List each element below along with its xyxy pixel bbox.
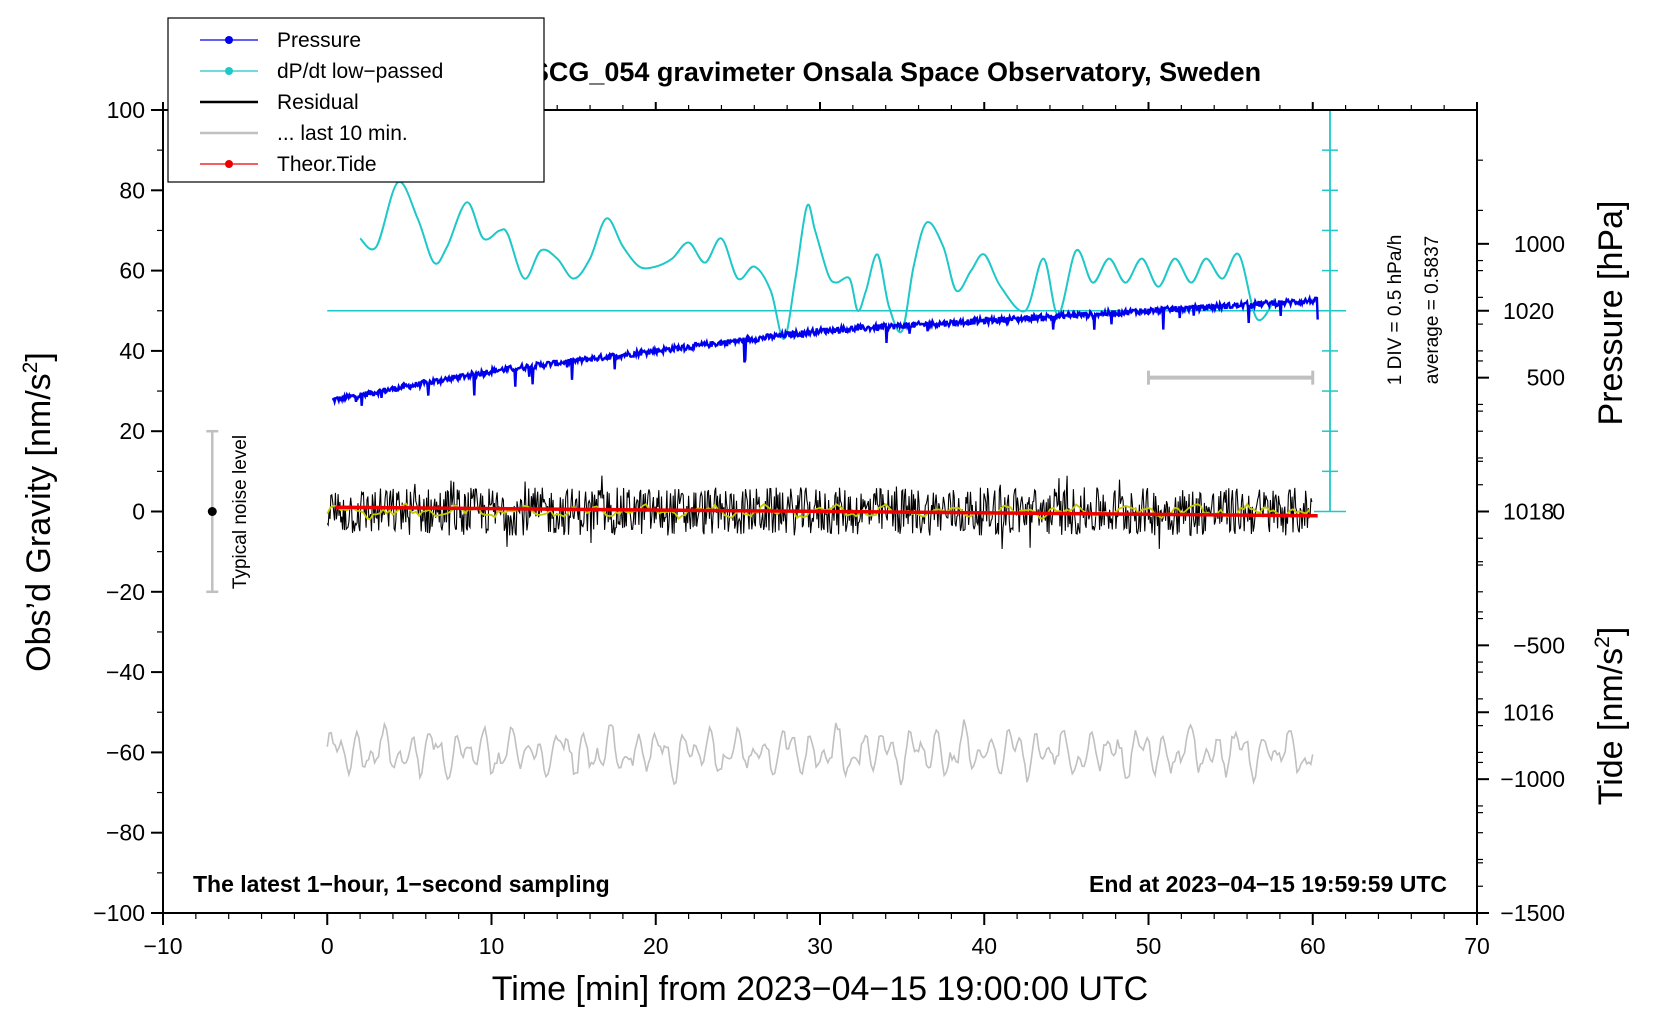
bottom-right-note: End at 2023−04−15 19:59:59 UTC	[1089, 871, 1447, 897]
axes-layer: −10 0 10 20 30 40 50 60 70100806040200−20−40−60−…	[93, 97, 1565, 959]
residual-smoothed-line	[326, 502, 1311, 521]
tide-tick-label: −1500	[1500, 900, 1565, 926]
x-tick-label: 40	[971, 933, 997, 959]
y-tick-label: 0	[132, 499, 145, 525]
tide-tick-label: 0	[1552, 499, 1565, 525]
tide-axis-title-main: Tide [nm/s	[1592, 648, 1630, 805]
y-axis-title-close: ]	[20, 352, 58, 361]
y-tick-label: 40	[119, 338, 145, 364]
y-tick-label: 80	[119, 177, 145, 203]
x-tick-label: −10	[143, 933, 182, 959]
x-axis-title: Time [min] from 2023−04−15 19:00:00 UTC	[492, 970, 1148, 1008]
chart-title: SCG_054 gravimeter Onsala Space Observat…	[531, 57, 1261, 87]
y-tick-label: −40	[106, 659, 145, 685]
x-tick-label: 60	[1300, 933, 1326, 959]
legend-label: Residual	[277, 91, 359, 114]
dpdt-line	[359, 180, 1276, 340]
legend-items: Pressure dP/dt low−passed Residual ... last…	[200, 29, 443, 176]
y-tick-label: −100	[93, 900, 145, 926]
y-tick-label: 60	[119, 258, 145, 284]
noise-label: Typical noise level	[230, 435, 251, 589]
tide-tick-label: 500	[1527, 365, 1565, 391]
tide-axis-title-close: ]	[1592, 627, 1630, 636]
x-tick-label: 50	[1136, 933, 1162, 959]
tide-line	[335, 505, 1318, 518]
y-axis-title: Obs’d Gravity [nm/s2]	[19, 352, 58, 672]
divider-scale-label: 1 DIV = 0.5 hPa/h	[1385, 235, 1406, 386]
y-tick-label: −60	[106, 739, 145, 765]
x-tick-label: 20	[643, 933, 669, 959]
x-tick-label: 70	[1464, 933, 1490, 959]
pressure-tick-label: 1018	[1503, 499, 1554, 525]
pressure-axis-title: Pressure [hPa]	[1592, 201, 1630, 426]
last-10-min-line	[326, 719, 1314, 786]
tide-tick-label: −500	[1513, 632, 1565, 658]
legend-marker	[225, 160, 233, 168]
x-tick-label: 0	[321, 933, 334, 959]
pressure-line	[332, 294, 1319, 407]
pressure-tick-label: 1016	[1503, 699, 1554, 725]
legend-label: ... last 10 min.	[277, 122, 408, 145]
legend-marker	[225, 67, 233, 75]
tide-axis-title: Tide [nm/s2]	[1591, 627, 1630, 806]
y-tick-label: −80	[106, 820, 145, 846]
legend-marker	[225, 36, 233, 44]
y-tick-label: 20	[119, 418, 145, 444]
tide-axis-title-sup: 2	[1591, 636, 1614, 648]
bottom-left-note: The latest 1−hour, 1−second sampling	[193, 871, 610, 897]
y-axis-title-main: Obs’d Gravity [nm/s	[20, 373, 58, 672]
legend-label: Theor.Tide	[277, 153, 377, 176]
legend-label: dP/dt low−passed	[277, 60, 443, 83]
legend-label: Pressure	[277, 29, 361, 52]
y-axis-title-sup: 2	[19, 362, 42, 374]
residual-line	[326, 475, 1313, 550]
x-tick-label: 10	[479, 933, 505, 959]
tide-tick-label: 1000	[1514, 231, 1565, 257]
series-layer	[206, 109, 1346, 786]
x-tick-label: 30	[807, 933, 833, 959]
average-label: average = 0.5837	[1422, 236, 1443, 384]
y-tick-label: −20	[106, 579, 145, 605]
legend: Pressure dP/dt low−passed Residual ... last…	[167, 17, 545, 183]
y-tick-label: 100	[107, 97, 145, 123]
pressure-tick-label: 1020	[1503, 298, 1554, 324]
noise-center-dot	[207, 507, 217, 516]
tide-tick-label: −1000	[1500, 766, 1565, 792]
legend-box	[167, 17, 545, 183]
